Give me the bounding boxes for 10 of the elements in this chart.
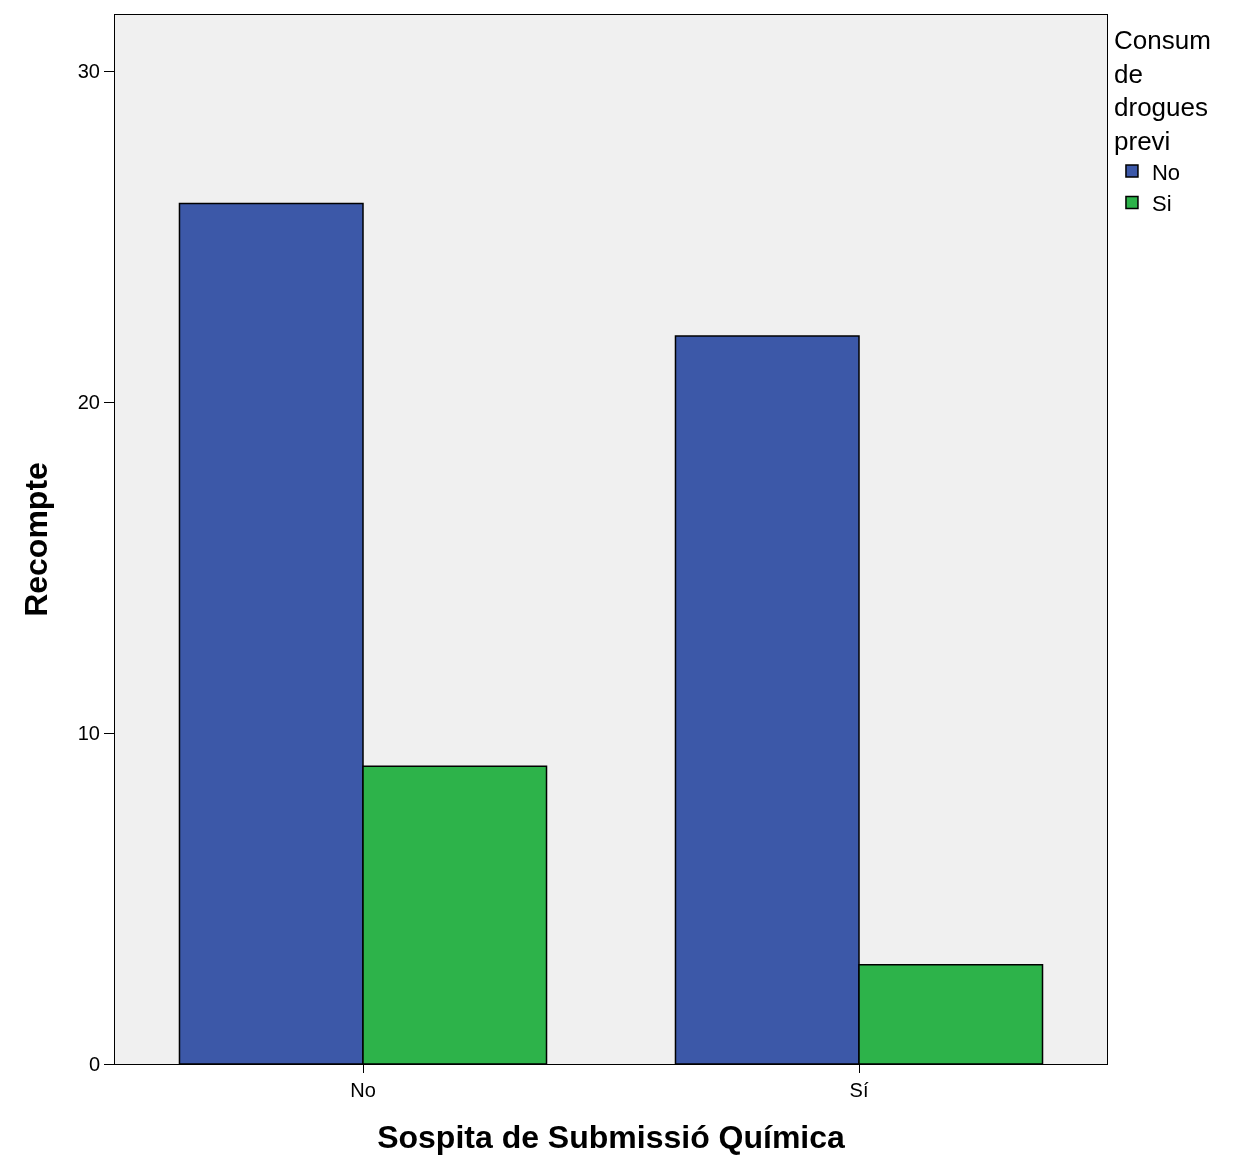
y-tick-label: 30 — [77, 60, 100, 83]
legend-label: No — [1151, 159, 1181, 185]
y-tick-label: 10 — [77, 722, 100, 745]
legend-label: Si — [1151, 191, 1172, 217]
y-tick-label: 0 — [88, 1053, 100, 1075]
y-tick-label: 20 — [77, 391, 100, 414]
x-axis-title: Sospita de Submissió Química — [377, 1118, 846, 1155]
legend-title: Consum de drogues previ — [1114, 24, 1211, 157]
x-tick-label: Sí — [849, 1079, 869, 1101]
y-axis-title: Recompte — [18, 462, 55, 617]
